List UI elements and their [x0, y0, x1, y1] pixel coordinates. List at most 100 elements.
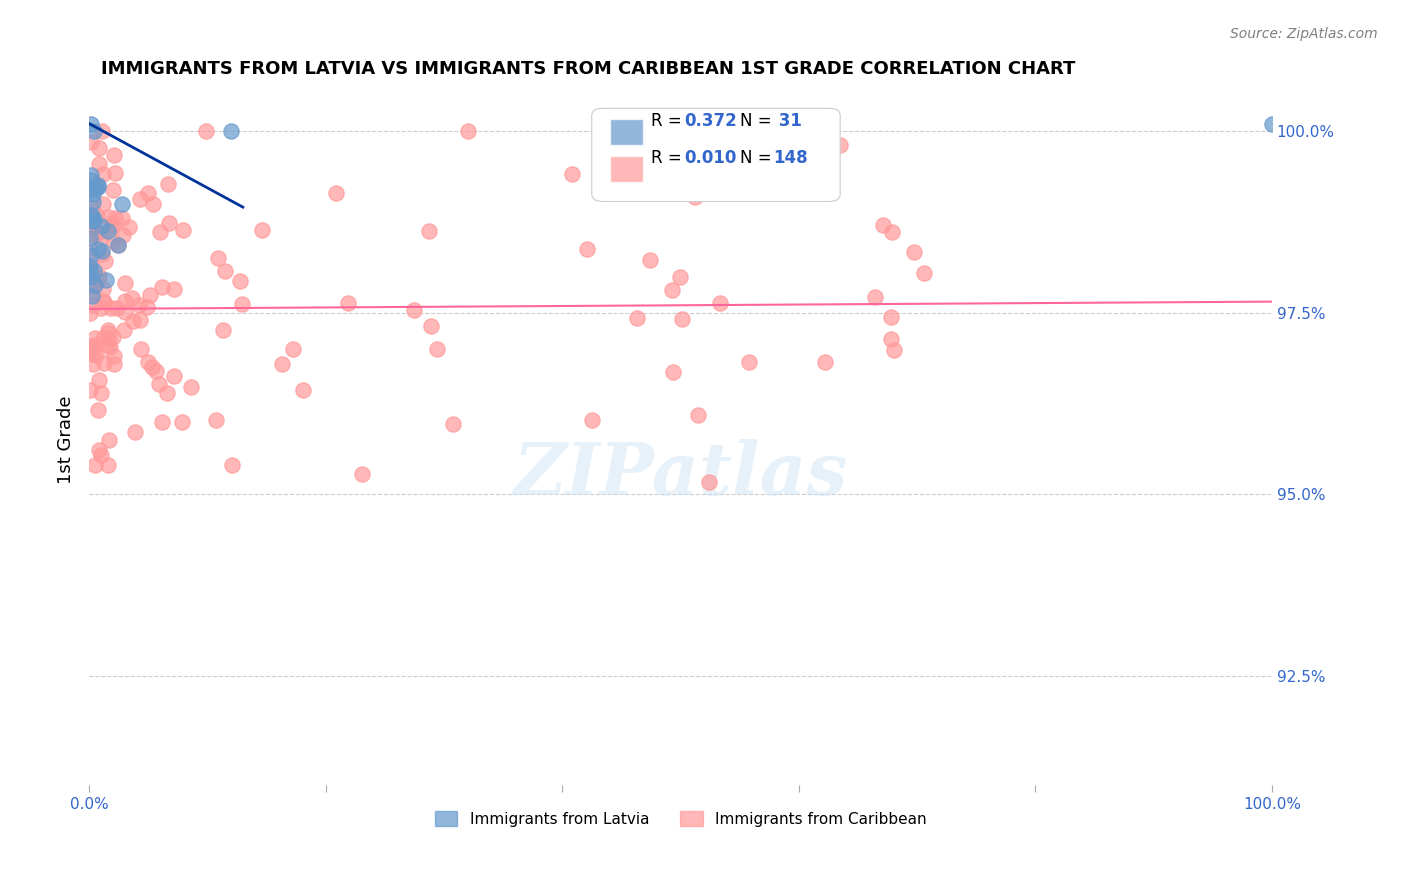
- Point: [97, 323, 120, 337]
- Point: [219, 124, 242, 138]
- Point: [79, 230, 101, 244]
- Point: [87, 180, 110, 194]
- Point: [157, 177, 180, 191]
- Point: [128, 313, 150, 327]
- Text: N =: N =: [740, 112, 776, 129]
- Point: [661, 283, 683, 297]
- Point: [100, 217, 122, 231]
- Point: [194, 124, 217, 138]
- Point: [103, 148, 125, 162]
- Legend: Immigrants from Latvia, Immigrants from Caribbean: Immigrants from Latvia, Immigrants from …: [429, 805, 932, 833]
- Point: [814, 355, 837, 369]
- Point: [180, 380, 202, 394]
- Point: [91, 331, 114, 345]
- Point: [82, 194, 104, 209]
- Point: [97, 224, 120, 238]
- Point: [84, 181, 107, 195]
- Point: [80, 116, 103, 130]
- Point: [142, 197, 165, 211]
- Point: [107, 237, 129, 252]
- Y-axis label: 1st Grade: 1st Grade: [58, 395, 75, 484]
- Point: [626, 310, 648, 325]
- Point: [82, 186, 104, 201]
- Point: [90, 230, 112, 244]
- Point: [98, 341, 121, 355]
- Point: [124, 425, 146, 439]
- Point: [87, 226, 110, 240]
- Point: [94, 272, 117, 286]
- Point: [86, 226, 108, 240]
- Point: [1261, 116, 1284, 130]
- Point: [418, 224, 440, 238]
- Point: [104, 211, 127, 225]
- Point: [79, 181, 101, 195]
- Text: N =: N =: [740, 150, 776, 168]
- Point: [93, 295, 115, 310]
- Point: [880, 332, 903, 346]
- Text: IMMIGRANTS FROM LATVIA VS IMMIGRANTS FROM CARIBBEAN 1ST GRADE CORRELATION CHART: IMMIGRANTS FROM LATVIA VS IMMIGRANTS FRO…: [101, 60, 1076, 78]
- Point: [93, 356, 115, 370]
- FancyBboxPatch shape: [592, 108, 841, 202]
- Point: [79, 208, 101, 222]
- Point: [880, 310, 903, 325]
- Text: 0.372: 0.372: [685, 112, 737, 129]
- Point: [172, 223, 194, 237]
- Point: [80, 269, 103, 284]
- Point: [709, 296, 731, 310]
- Point: [107, 237, 129, 252]
- Point: [281, 343, 304, 357]
- Point: [150, 279, 173, 293]
- Point: [90, 385, 112, 400]
- Point: [84, 181, 107, 195]
- Point: [80, 341, 103, 355]
- Point: [97, 326, 120, 340]
- Point: [912, 266, 935, 280]
- Point: [87, 442, 110, 457]
- Point: [114, 276, 136, 290]
- Point: [87, 402, 110, 417]
- FancyBboxPatch shape: [610, 119, 643, 145]
- Point: [136, 186, 159, 200]
- Point: [91, 282, 114, 296]
- Point: [79, 305, 101, 319]
- Point: [79, 383, 101, 397]
- Point: [112, 323, 135, 337]
- Point: [90, 244, 112, 259]
- Point: [111, 211, 134, 225]
- Point: [863, 290, 886, 304]
- Point: [122, 314, 145, 328]
- Point: [79, 240, 101, 254]
- Point: [83, 263, 105, 277]
- Point: [148, 376, 170, 391]
- Point: [402, 303, 425, 318]
- Point: [103, 183, 125, 197]
- Point: [80, 168, 103, 182]
- Point: [79, 259, 101, 273]
- Point: [84, 348, 107, 362]
- Point: [204, 413, 226, 427]
- Point: [111, 197, 134, 211]
- Point: [91, 247, 114, 261]
- Point: [83, 338, 105, 352]
- Point: [114, 293, 136, 308]
- Point: [581, 413, 603, 427]
- Point: [138, 287, 160, 301]
- Point: [155, 386, 177, 401]
- Text: ZIPatlas: ZIPatlas: [513, 439, 848, 510]
- Point: [103, 235, 125, 249]
- Point: [82, 357, 104, 371]
- Point: [131, 342, 153, 356]
- Point: [145, 364, 167, 378]
- Point: [136, 355, 159, 369]
- Point: [668, 269, 690, 284]
- Point: [83, 298, 105, 312]
- Point: [419, 319, 441, 334]
- Point: [640, 253, 662, 268]
- Point: [97, 337, 120, 351]
- Point: [350, 467, 373, 482]
- Point: [97, 332, 120, 346]
- Text: R =: R =: [651, 150, 688, 168]
- Point: [231, 296, 253, 310]
- Point: [80, 209, 103, 223]
- Point: [83, 221, 105, 235]
